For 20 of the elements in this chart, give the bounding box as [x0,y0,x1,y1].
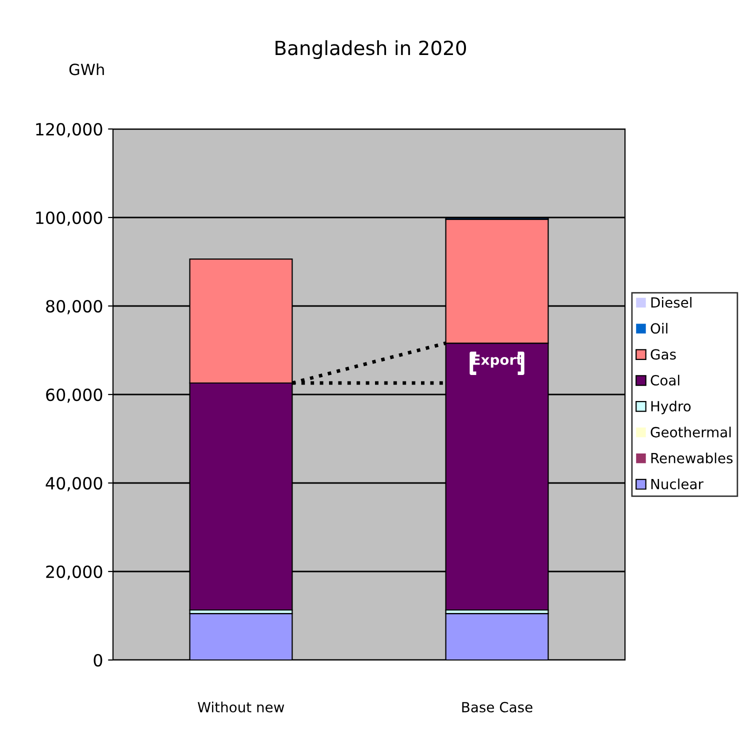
chart-title: Bangladesh in 2020 [276,40,466,60]
legend-label: Renewables [651,452,733,464]
y-tick-label: 60,000 [46,388,102,403]
y-tick-label: 120,000 [36,122,102,138]
y-tick-label: 100,000 [36,211,102,226]
x-tick-label: Base Case [462,702,532,712]
legend-label: Geothermal [650,426,731,438]
y-axis-title: GWh [69,63,104,76]
annotation: Export [472,354,522,368]
legend-label: Nuclear [651,478,704,490]
legend-label: Gas [650,349,676,360]
y-tick-label: 80,000 [46,300,102,314]
y-tick-label: 0 [94,654,102,667]
y-tick-label: 40,000 [46,476,102,492]
legend-label: Hydro [651,400,691,414]
y-tick-label: 20,000 [46,565,102,580]
legend-label: Coal [650,374,680,386]
legend-label: Diesel [651,296,692,308]
x-tick-label: Without new [198,702,284,712]
legend-label: Oil [650,322,668,334]
